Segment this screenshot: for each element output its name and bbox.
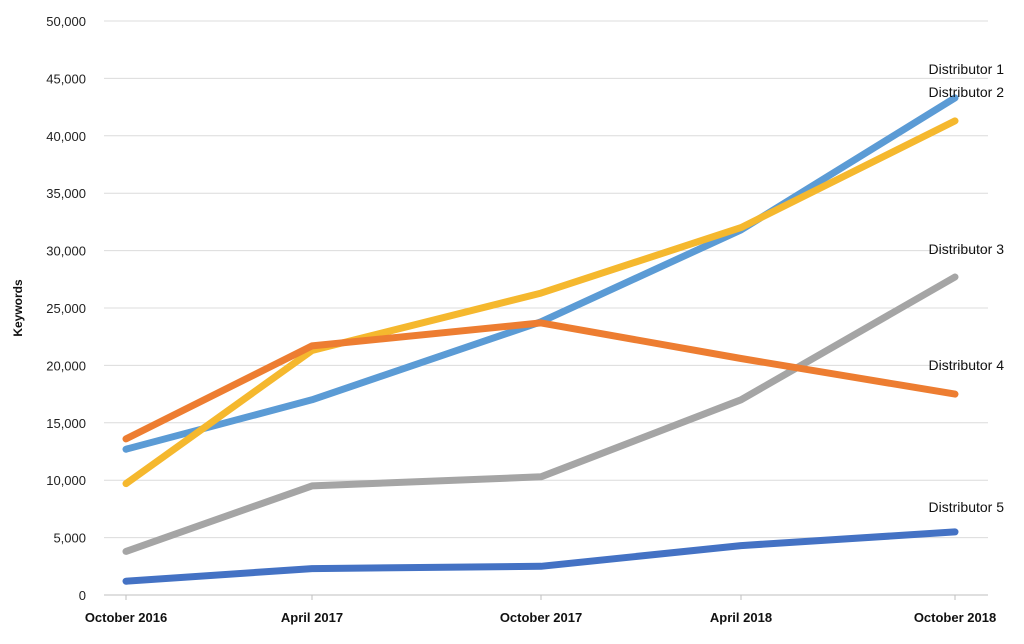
y-tick-label: 15,000	[46, 416, 86, 431]
series-label-1: Distributor 1	[929, 61, 1005, 77]
gridlines	[104, 20, 988, 596]
series-label-4: Distributor 4	[929, 357, 1005, 373]
series-lines	[122, 94, 959, 585]
series-line-4	[122, 319, 959, 443]
series-label-5: Distributor 5	[929, 499, 1005, 515]
y-tick-label: 50,000	[46, 14, 86, 29]
series-line-5	[122, 528, 959, 585]
y-tick-label: 25,000	[46, 301, 86, 316]
x-tick-label: October 2016	[85, 610, 167, 625]
x-tick-label: April 2017	[281, 610, 343, 625]
y-tick-label: 10,000	[46, 473, 86, 488]
y-tick-label: 30,000	[46, 244, 86, 259]
y-tick-label: 40,000	[46, 129, 86, 144]
x-axis-ticks: October 2016 April 2017 October 2017 April …	[85, 595, 996, 625]
y-tick-label: 5,000	[53, 531, 86, 546]
y-axis-title: Keywords	[11, 279, 25, 337]
x-tick-label: April 2018	[710, 610, 772, 625]
y-axis-ticks: 0 5,000 10,000 15,000 20,000 25,000 30,000 35,0…	[46, 14, 86, 603]
series-line-2	[122, 117, 959, 488]
y-tick-label: 20,000	[46, 358, 86, 373]
y-tick-label: 0	[79, 588, 86, 603]
series-label-2: Distributor 2	[929, 84, 1005, 100]
series-label-3: Distributor 3	[929, 241, 1005, 257]
y-tick-label: 45,000	[46, 71, 86, 86]
series-labels: Distributor 1 Distributor 2 Distributor 3 D…	[929, 61, 1005, 515]
y-tick-label: 35,000	[46, 186, 86, 201]
x-tick-label: October 2018	[914, 610, 996, 625]
x-tick-label: October 2017	[500, 610, 582, 625]
series-line-3	[122, 273, 959, 555]
